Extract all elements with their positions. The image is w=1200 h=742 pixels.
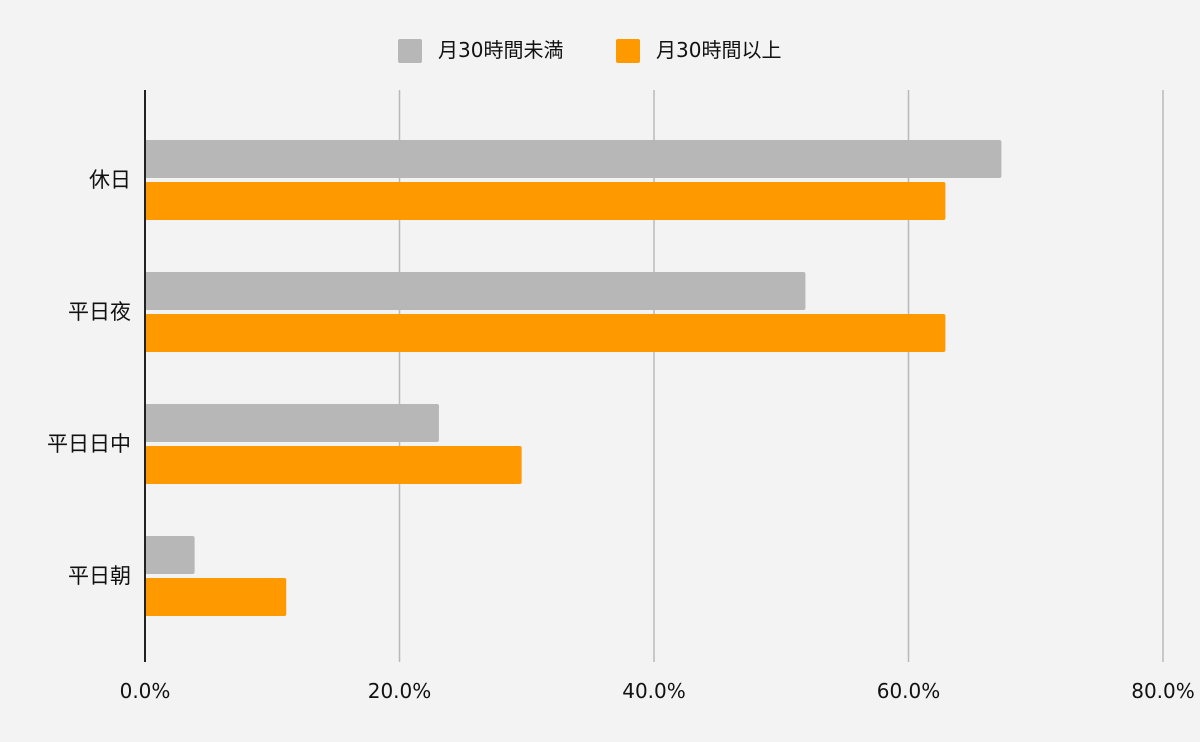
legend: 月30時間未満 月30時間以上 <box>398 38 781 63</box>
bars <box>145 140 1002 616</box>
x-tick-label: 20.0% <box>368 679 432 703</box>
legend-swatch-series-1 <box>398 39 422 63</box>
category-labels: 休日 平日夜 平日日中 平日朝 <box>47 168 131 588</box>
bar-over-30h-0 <box>145 182 946 220</box>
bar-under-30h-2 <box>145 404 439 442</box>
category-label-heijitsu-yoru: 平日夜 <box>68 300 131 324</box>
bar-over-30h-2 <box>145 446 522 484</box>
legend-label-series-2: 月30時間以上 <box>656 38 781 62</box>
legend-swatch-series-2 <box>616 39 640 63</box>
x-tick-label: 80.0% <box>1131 679 1195 703</box>
category-label-heijitsu-nitchu: 平日日中 <box>47 432 131 456</box>
bar-under-30h-3 <box>145 536 195 574</box>
legend-label-series-1: 月30時間未満 <box>438 38 563 62</box>
bar-over-30h-3 <box>145 578 287 616</box>
x-tick-label: 0.0% <box>120 679 171 703</box>
category-label-kyujitsu: 休日 <box>89 168 131 192</box>
x-tick-label: 40.0% <box>622 679 686 703</box>
category-label-heijitsu-asa: 平日朝 <box>68 564 131 588</box>
bar-under-30h-0 <box>145 140 1002 178</box>
x-tick-labels: 0.0% 20.0% 40.0% 60.0% 80.0% <box>120 679 1195 703</box>
bar-over-30h-1 <box>145 314 946 352</box>
x-tick-label: 60.0% <box>877 679 941 703</box>
bar-under-30h-1 <box>145 272 806 310</box>
